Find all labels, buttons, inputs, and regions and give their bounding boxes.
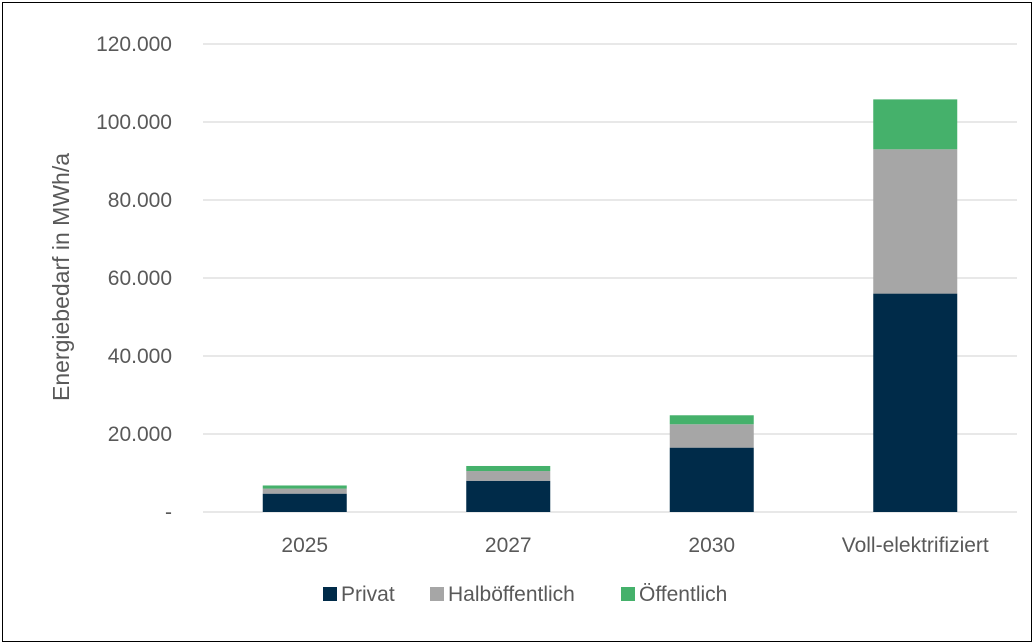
x-category-label: 2025	[281, 534, 328, 557]
y-axis-ticks: - 20.000 40.000 60.000 80.000 100.000 120.000	[96, 33, 172, 524]
bar-segment	[466, 480, 551, 512]
legend-label: Halböffentlich	[448, 583, 575, 606]
y-tick-label: 100.000	[96, 111, 172, 134]
bar-segment	[669, 447, 754, 512]
bar-segment	[669, 415, 754, 425]
bar-segment	[873, 149, 958, 294]
legend-label: Privat	[341, 583, 395, 606]
bar-segment	[262, 488, 347, 494]
y-axis-label: Energiebedarf in MWh/a	[48, 153, 74, 401]
bar-segment	[873, 293, 958, 512]
bar-segment	[262, 485, 347, 489]
bars	[262, 99, 958, 512]
x-category-label: 2030	[688, 534, 735, 557]
y-tick-label: -	[165, 501, 172, 524]
y-tick-label: 60.000	[108, 267, 172, 290]
legend: Privat Halböffentlich Öffentlich	[323, 583, 727, 606]
bar-segment	[873, 99, 958, 150]
bar-segment	[262, 493, 347, 512]
y-tick-label: 20.000	[108, 423, 172, 446]
bar-segment	[466, 471, 551, 481]
legend-swatch	[323, 587, 337, 601]
legend-label: Öffentlich	[639, 583, 727, 606]
y-tick-label: 80.000	[108, 189, 172, 212]
x-axis-categories: 2025 2027 2030 Voll-elektrifiziert	[281, 534, 989, 557]
legend-swatch	[621, 587, 635, 601]
bar-segment	[466, 465, 551, 472]
x-category-label: Voll-elektrifiziert	[842, 534, 989, 557]
bar-segment	[669, 424, 754, 448]
y-tick-label: 120.000	[96, 33, 172, 56]
legend-swatch	[430, 587, 444, 601]
x-category-label: 2027	[485, 534, 532, 557]
stacked-bar-chart: -20.00040.00060.00080.000100.000120.000 …	[48, 33, 1017, 606]
y-tick-label: 40.000	[108, 345, 172, 368]
